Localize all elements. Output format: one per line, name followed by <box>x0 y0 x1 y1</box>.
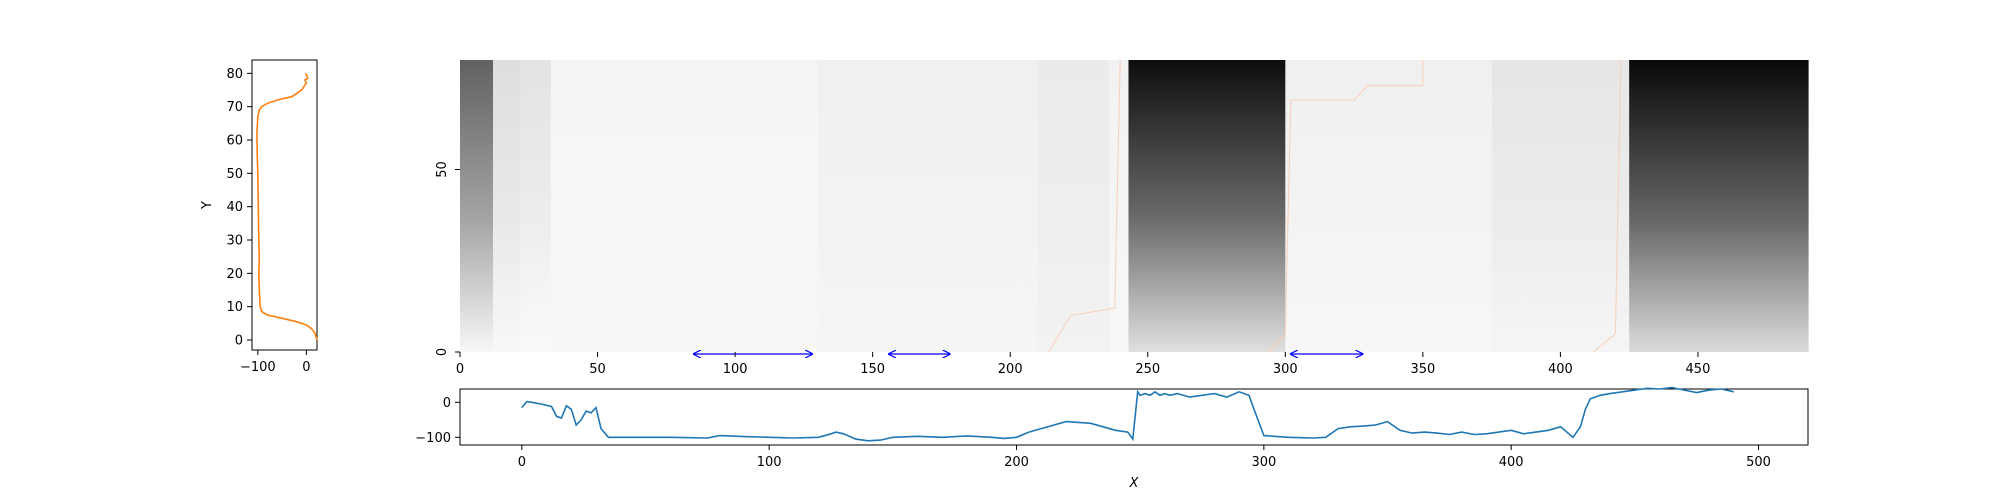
left-ytick-label: 40 <box>226 200 243 215</box>
heatmap-boundary-line <box>1268 60 1424 353</box>
heatmap-column <box>460 60 494 352</box>
left-ytick-label: 60 <box>226 134 243 149</box>
heatmap-column <box>1037 60 1110 352</box>
left-ytick-label: 20 <box>226 267 243 282</box>
heatmap-boundary-line <box>1593 59 1622 353</box>
heatmap-column <box>817 60 1039 352</box>
heatmap-xtick-label: 350 <box>1410 362 1435 377</box>
bottom-series <box>521 386 1734 442</box>
bottom-xtick-label: 200 <box>1004 455 1029 470</box>
heatmap-xtick-label: 450 <box>1686 362 1711 377</box>
heatmap-panel: 0 50 100 150 200 250 300 350 400 450 0 50 <box>435 59 1809 377</box>
heatmap-xtick-label: 200 <box>998 362 1023 377</box>
heatmap-column <box>550 60 819 352</box>
bottom-plot-frame <box>459 388 1809 446</box>
heatmap-boundary-line <box>1048 59 1121 353</box>
left-xtick-label: −100 <box>240 360 276 375</box>
left-profile-panel: 0 10 20 30 40 50 60 70 80 −100 0 Y <box>200 59 318 375</box>
bottom-ytick-label: −100 <box>415 431 451 446</box>
heatmap-columns <box>460 60 1809 352</box>
left-ytick-label: 50 <box>226 167 243 182</box>
left-series <box>256 73 318 341</box>
left-plot-frame <box>251 59 318 351</box>
bottom-profile-panel: 0 100 200 300 400 500 −100 0 X <box>415 386 1809 491</box>
heatmap-ytick-label: 0 <box>435 348 450 356</box>
heatmap-xtick-label: 0 <box>456 362 464 377</box>
heatmap-column <box>1629 60 1809 352</box>
heatmap-xtick-label: 400 <box>1548 362 1573 377</box>
heatmap-xtick-label: 300 <box>1273 362 1298 377</box>
left-ytick-label: 0 <box>235 334 243 349</box>
bottom-profile-line <box>521 386 1734 442</box>
left-ylabel: Y <box>200 201 215 210</box>
heatmap-column <box>520 60 552 352</box>
heatmap-xtick-label: 100 <box>723 362 748 377</box>
left-ytick-label: 80 <box>226 67 243 82</box>
left-ytick-label: 10 <box>226 300 243 315</box>
bottom-xtick-label: 100 <box>757 455 782 470</box>
bottom-xtick-label: 300 <box>1251 455 1276 470</box>
heatmap-column <box>1128 60 1286 352</box>
bottom-ticks: 0 100 200 300 400 500 −100 0 <box>415 396 1771 470</box>
heatmap-column <box>493 60 522 352</box>
heatmap-xtick-label: 150 <box>860 362 885 377</box>
bottom-xtick-label: 0 <box>518 455 526 470</box>
heatmap-column <box>1491 60 1630 352</box>
heatmap-xtick-label: 50 <box>589 362 606 377</box>
left-xtick-label: 0 <box>302 360 310 375</box>
heatmap-column <box>1285 60 1493 352</box>
left-ytick-label: 30 <box>226 234 243 249</box>
bottom-ytick-label: 0 <box>443 396 451 411</box>
bottom-xlabel: X <box>1129 476 1140 491</box>
heatmap-boundary-lines <box>1048 59 1622 353</box>
heatmap-ytick-label: 50 <box>435 161 450 178</box>
left-profile-line <box>256 73 318 341</box>
bottom-xtick-label: 500 <box>1746 455 1771 470</box>
heatmap-xtick-label: 250 <box>1135 362 1160 377</box>
heatmap-column <box>1109 60 1130 352</box>
left-ytick-label: 70 <box>226 100 243 115</box>
heatmap-ticks: 0 50 100 150 200 250 300 350 400 450 0 50 <box>435 161 1710 377</box>
left-ticks: 0 10 20 30 40 50 60 70 80 −100 0 <box>226 67 310 375</box>
bottom-xtick-label: 400 <box>1499 455 1524 470</box>
